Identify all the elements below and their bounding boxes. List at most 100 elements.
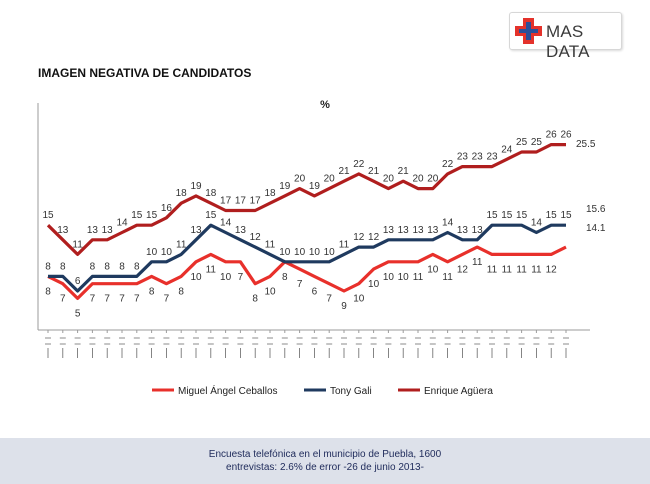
data-label-0-16: 8: [282, 272, 288, 283]
data-label-0-5: 7: [119, 294, 125, 305]
data-label-1-35: 15: [560, 210, 572, 221]
x-tick-label-19: [326, 337, 333, 358]
x-tick-label-21: [355, 337, 362, 358]
series-line-0: [47, 245, 567, 300]
x-tick-label-9: [178, 337, 185, 358]
data-label-0-4: 7: [104, 294, 110, 305]
x-tick-label-15: [267, 337, 273, 358]
data-label-1-12: 14: [220, 217, 232, 228]
data-label-1-27: 14: [442, 217, 454, 228]
data-label-1-9: 11: [176, 239, 187, 250]
data-label-0-15: 10: [264, 286, 276, 297]
x-tick-label-20: [341, 337, 347, 358]
data-label-1-7: 10: [146, 247, 158, 258]
data-label-0-29: 11: [472, 257, 483, 268]
data-label-2-22: 21: [368, 166, 380, 177]
x-tick-label-3: [89, 337, 96, 358]
data-label-0-18: 6: [312, 286, 318, 297]
x-tick-label-33: [533, 337, 540, 358]
legend-label-0: Miguel Ángel Ceballos: [178, 384, 278, 397]
x-tick-label-34: [548, 337, 555, 358]
data-label-0-28: 12: [457, 264, 469, 275]
data-label-1-3: 8: [90, 261, 96, 272]
x-tick-label-11: [207, 337, 214, 358]
data-label-1-20: 11: [339, 239, 350, 250]
x-tick-label-1: [59, 337, 66, 358]
data-label-2-16: 19: [279, 181, 291, 192]
data-label-1-11: 15: [205, 210, 217, 221]
data-label-0-8: 7: [164, 294, 170, 305]
data-label-0-20: 9: [341, 301, 347, 312]
x-tick-label-26: [429, 337, 436, 358]
data-label-2-15: 18: [264, 188, 276, 199]
brand-logo: MAS DATA: [509, 12, 622, 61]
x-tick-label-28: [459, 337, 466, 358]
data-label-1-23: 13: [383, 225, 395, 236]
series-line-1: [48, 223, 566, 293]
data-label-1-25: 13: [412, 225, 424, 236]
data-label-0-7: 8: [149, 286, 155, 297]
medical-cross-icon: [515, 18, 542, 44]
data-label-2-14: 17: [250, 196, 262, 207]
x-tick-label-25: [415, 337, 421, 358]
data-label-2-26: 20: [427, 174, 439, 185]
x-tick-label-30: [489, 337, 495, 358]
data-label-2-23: 20: [383, 174, 395, 185]
data-label-2-12: 17: [220, 196, 232, 207]
data-label-2-6: 15: [131, 210, 143, 221]
data-label-0-13: 7: [238, 272, 244, 283]
footer-text: Encuesta telefónica en el municipio de P…: [0, 448, 650, 474]
x-tick-label-8: [163, 337, 170, 358]
data-label-2-25: 20: [412, 174, 424, 185]
data-label-0-25: 11: [413, 272, 424, 283]
data-label-0-34: 12: [546, 264, 558, 275]
data-label-0-3: 7: [90, 294, 96, 305]
x-tick-label-29: [474, 337, 481, 358]
data-label-0-17: 7: [297, 279, 303, 290]
x-tick-label-23: [385, 337, 392, 358]
data-label-1-21: 12: [353, 232, 365, 243]
data-label-0-0: 8: [45, 286, 51, 297]
data-label-1-2: 6: [75, 276, 81, 287]
data-label-2-20: 21: [338, 166, 350, 177]
x-tick-label-12: [222, 337, 229, 358]
data-label-1-28: 13: [457, 225, 469, 236]
data-label-2-30: 23: [486, 152, 498, 163]
data-label-2-32: 25: [516, 137, 528, 148]
data-label-2-4: 13: [102, 225, 114, 236]
data-label-2-3: 13: [87, 225, 99, 236]
x-tick-label-6: [133, 337, 140, 358]
data-label-1-16: 10: [279, 247, 291, 258]
data-label-1-22: 12: [368, 232, 380, 243]
data-label-0-12: 10: [220, 272, 232, 283]
data-label-0-10: 10: [190, 272, 202, 283]
end-label-1: 15.6: [586, 204, 606, 215]
data-label-1-18: 10: [309, 247, 321, 258]
legend-label-1: Tony Gali: [330, 386, 372, 397]
data-label-2-10: 19: [190, 181, 202, 192]
data-label-2-24: 21: [398, 166, 410, 177]
data-label-2-27: 22: [442, 159, 454, 170]
data-label-2-28: 23: [457, 152, 469, 163]
x-tick-label-2: [74, 337, 81, 358]
data-label-2-11: 18: [205, 188, 217, 199]
data-label-0-30: 11: [487, 264, 498, 275]
data-label-1-0: 8: [45, 261, 51, 272]
x-tick-label-4: [104, 337, 111, 358]
data-label-0-21: 10: [353, 294, 365, 305]
x-tick-label-16: [281, 337, 288, 358]
x-tick-label-14: [252, 337, 259, 358]
x-tick-label-35: [563, 337, 569, 358]
data-label-1-24: 13: [398, 225, 410, 236]
data-label-2-33: 25: [531, 137, 543, 148]
data-label-2-34: 26: [546, 130, 558, 141]
data-label-0-22: 10: [368, 279, 380, 290]
x-tick-label-10: [193, 337, 199, 358]
data-label-1-33: 14: [531, 217, 543, 228]
data-label-2-0: 15: [42, 210, 54, 221]
data-label-2-31: 24: [501, 144, 513, 155]
data-label-0-1: 7: [60, 294, 66, 305]
legend-label-2: Enrique Agüera: [424, 386, 493, 397]
x-tick-label-24: [400, 337, 407, 358]
y-axis-label: %: [320, 99, 330, 111]
